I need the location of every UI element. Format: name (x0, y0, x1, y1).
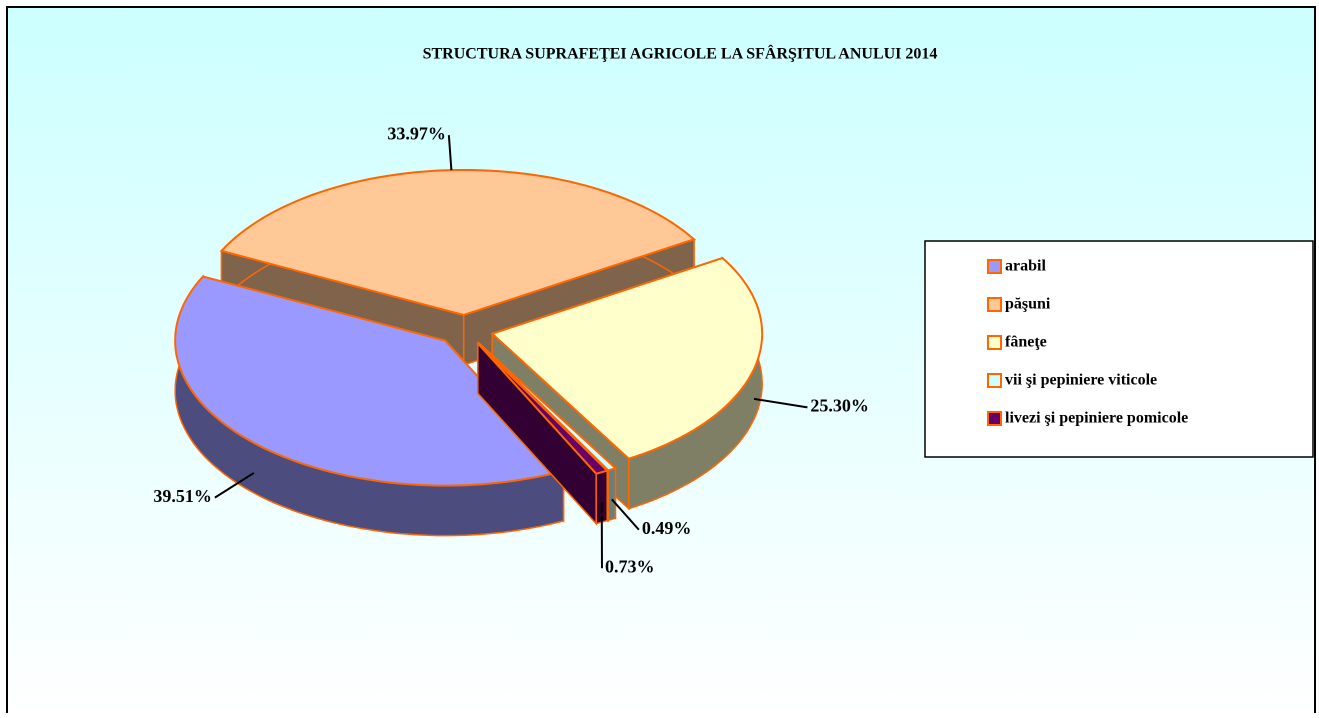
legend-label: păşuni (1005, 296, 1051, 313)
legend-swatch (988, 260, 1001, 273)
legend-label: arabil (1005, 258, 1046, 275)
legend-swatch (988, 374, 1001, 387)
legend-label: vii şi pepiniere viticole (1005, 372, 1157, 389)
chart-title: STRUCTURA SUPRAFEŢEI AGRICOLE LA SFÂRŞIT… (423, 44, 938, 63)
data-label: 25.30% (810, 396, 869, 416)
legend-label: fâneţe (1005, 334, 1047, 351)
data-label: 0.49% (642, 518, 692, 538)
legend-swatch (988, 336, 1001, 349)
data-label: 0.73% (605, 556, 655, 576)
data-label: 33.97% (387, 123, 446, 143)
legend-label: livezi şi pepiniere pomicole (1005, 410, 1188, 427)
slice-wall (608, 468, 615, 520)
legend-swatch (988, 298, 1001, 311)
data-label: 39.51% (153, 486, 212, 506)
legend-swatch (988, 412, 1001, 425)
